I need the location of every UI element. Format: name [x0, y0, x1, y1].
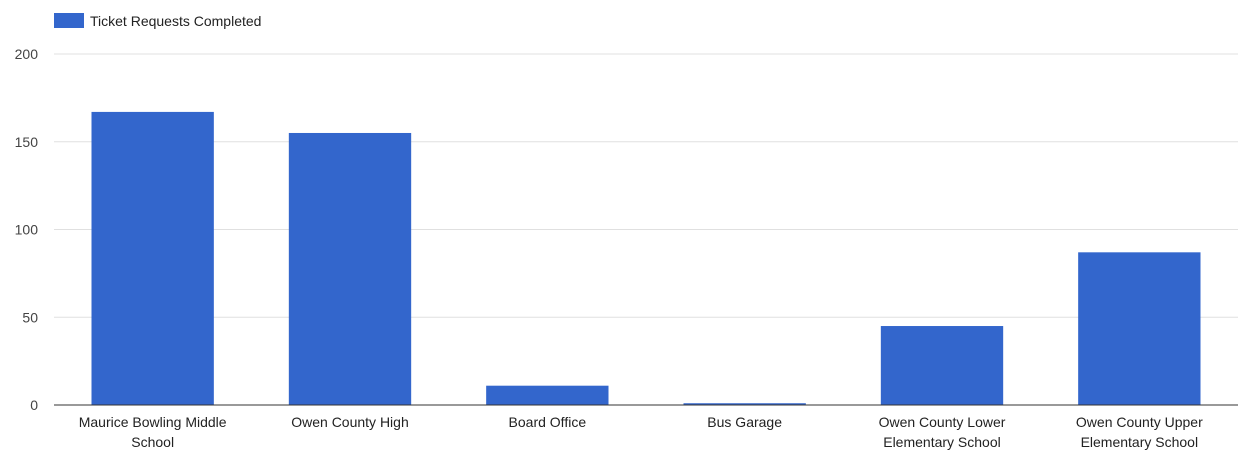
- bar: [1078, 252, 1201, 405]
- bar: [683, 403, 806, 405]
- y-tick-label: 100: [15, 222, 39, 238]
- y-tick-label: 200: [15, 46, 39, 62]
- x-category-label: Board Office: [509, 414, 587, 430]
- bar: [486, 385, 609, 405]
- bars: [91, 111, 1201, 405]
- y-tick-label: 150: [15, 134, 39, 150]
- gridlines: [54, 53, 1238, 318]
- x-category-label: Owen County High: [291, 414, 409, 430]
- legend-swatch: [54, 13, 84, 28]
- y-tick-label: 0: [30, 397, 38, 413]
- bar: [288, 132, 412, 405]
- bar: [880, 326, 1004, 405]
- y-tick-label: 50: [22, 309, 38, 325]
- legend-label: Ticket Requests Completed: [90, 13, 261, 29]
- x-category-label: Bus Garage: [707, 414, 782, 430]
- legend: Ticket Requests Completed: [54, 13, 261, 29]
- bar: [91, 111, 214, 405]
- x-category-label: Owen County Lower Elementary School: [879, 414, 1006, 450]
- x-category-label: Owen County Upper Elementary School: [1076, 414, 1203, 450]
- axes: 0 50 100 150 200 Maurice Bowling Middle School…: [15, 46, 1238, 450]
- x-category-label: Maurice Bowling Middle School: [79, 414, 227, 450]
